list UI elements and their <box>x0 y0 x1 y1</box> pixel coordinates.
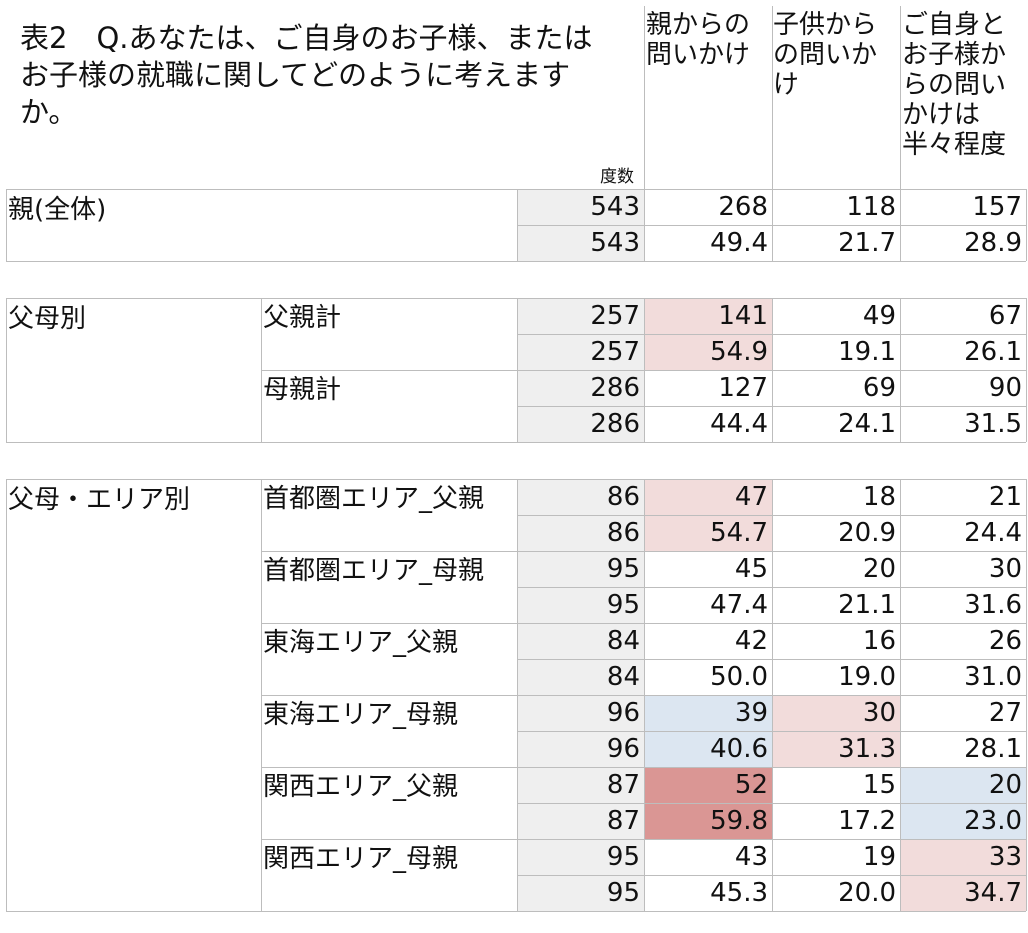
value-cell: 21.1 <box>838 590 896 620</box>
value-cell: 18 <box>862 482 896 512</box>
value-cell: 31.6 <box>964 590 1022 620</box>
value-cell: 19.1 <box>838 337 896 367</box>
value-cell: 24.4 <box>964 518 1022 548</box>
value-cell: 49.4 <box>710 228 768 258</box>
value-cell: 28.1 <box>964 734 1022 764</box>
value-cell: 44.4 <box>710 409 768 439</box>
value-cell: 50.0 <box>710 662 768 692</box>
count-cell: 86 <box>518 480 644 515</box>
row-label: 関西エリア_父親 <box>263 772 459 802</box>
count-cell: 96 <box>518 696 644 731</box>
count-cell: 95 <box>518 552 644 587</box>
frequency-label: 度数 <box>600 167 634 187</box>
value-cell: 20 <box>901 768 1026 803</box>
value-cell: 49 <box>862 301 896 331</box>
value-cell: 127 <box>718 373 768 403</box>
row-label: 関西エリア_母親 <box>263 844 459 874</box>
count-cell: 543 <box>518 226 644 261</box>
group-label: 親(全体) <box>8 195 107 225</box>
value-cell: 31.5 <box>964 409 1022 439</box>
count-cell: 87 <box>518 768 644 803</box>
value-cell: 28.9 <box>964 228 1022 258</box>
value-cell: 39 <box>645 696 772 731</box>
value-cell: 27 <box>988 698 1022 728</box>
count-cell: 257 <box>518 299 644 334</box>
value-cell: 19.0 <box>838 662 896 692</box>
value-cell: 21 <box>988 482 1022 512</box>
value-cell: 54.7 <box>645 516 772 551</box>
value-cell: 45.3 <box>710 878 768 908</box>
value-cell: 67 <box>988 301 1022 331</box>
value-cell: 59.8 <box>645 804 772 839</box>
count-cell: 86 <box>518 516 644 551</box>
group-label: 父母別 <box>8 304 87 334</box>
column-header-3: ご自身と お子様か らの問い かけは 半々程度 <box>902 10 1007 160</box>
value-cell: 40.6 <box>645 732 772 767</box>
count-cell: 87 <box>518 804 644 839</box>
value-cell: 30 <box>773 696 900 731</box>
value-cell: 90 <box>988 373 1022 403</box>
count-cell: 95 <box>518 876 644 911</box>
value-cell: 268 <box>718 192 768 222</box>
value-cell: 42 <box>734 626 768 656</box>
value-cell: 16 <box>862 626 896 656</box>
row-label: 首都圏エリア_父親 <box>263 484 485 514</box>
count-cell: 286 <box>518 371 644 406</box>
value-cell: 157 <box>972 192 1022 222</box>
count-cell: 257 <box>518 335 644 370</box>
value-cell: 23.0 <box>901 804 1026 839</box>
value-cell: 20.0 <box>838 878 896 908</box>
column-header-1: 親からの 問いかけ <box>646 10 751 70</box>
row-label: 東海エリア_母親 <box>263 700 459 730</box>
count-cell: 95 <box>518 588 644 623</box>
value-cell: 17.2 <box>838 806 896 836</box>
value-cell: 118 <box>846 192 896 222</box>
count-cell: 96 <box>518 732 644 767</box>
count-cell: 95 <box>518 840 644 875</box>
value-cell: 26.1 <box>964 337 1022 367</box>
value-cell: 19 <box>862 842 896 872</box>
value-cell: 31.0 <box>964 662 1022 692</box>
value-cell: 141 <box>645 299 772 334</box>
column-header-2: 子供から の問いかけ <box>773 10 878 100</box>
value-cell: 47.4 <box>710 590 768 620</box>
value-cell: 20 <box>862 554 896 584</box>
value-cell: 43 <box>734 842 768 872</box>
group-label: 父母・エリア別 <box>8 485 191 515</box>
row-label: 父親計 <box>263 303 342 333</box>
count-cell: 84 <box>518 624 644 659</box>
count-cell: 286 <box>518 407 644 442</box>
table-title: 表2 Q.あなたは、ご自身のお子様、またはお子様の就職に関してどのように考えます… <box>20 21 593 129</box>
value-cell: 54.9 <box>645 335 772 370</box>
value-cell: 20.9 <box>838 518 896 548</box>
value-cell: 21.7 <box>838 228 896 258</box>
count-cell: 543 <box>518 190 644 225</box>
count-cell: 84 <box>518 660 644 695</box>
value-cell: 33 <box>901 840 1026 875</box>
value-cell: 26 <box>988 626 1022 656</box>
value-cell: 24.1 <box>838 409 896 439</box>
value-cell: 47 <box>645 480 772 515</box>
value-cell: 30 <box>988 554 1022 584</box>
value-cell: 69 <box>862 373 896 403</box>
row-label: 母親計 <box>263 375 342 405</box>
row-label: 首都圏エリア_母親 <box>263 556 485 586</box>
row-label: 東海エリア_父親 <box>263 628 459 658</box>
value-cell: 15 <box>862 770 896 800</box>
value-cell: 45 <box>734 554 768 584</box>
value-cell: 31.3 <box>773 732 900 767</box>
value-cell: 34.7 <box>901 876 1026 911</box>
value-cell: 52 <box>645 768 772 803</box>
